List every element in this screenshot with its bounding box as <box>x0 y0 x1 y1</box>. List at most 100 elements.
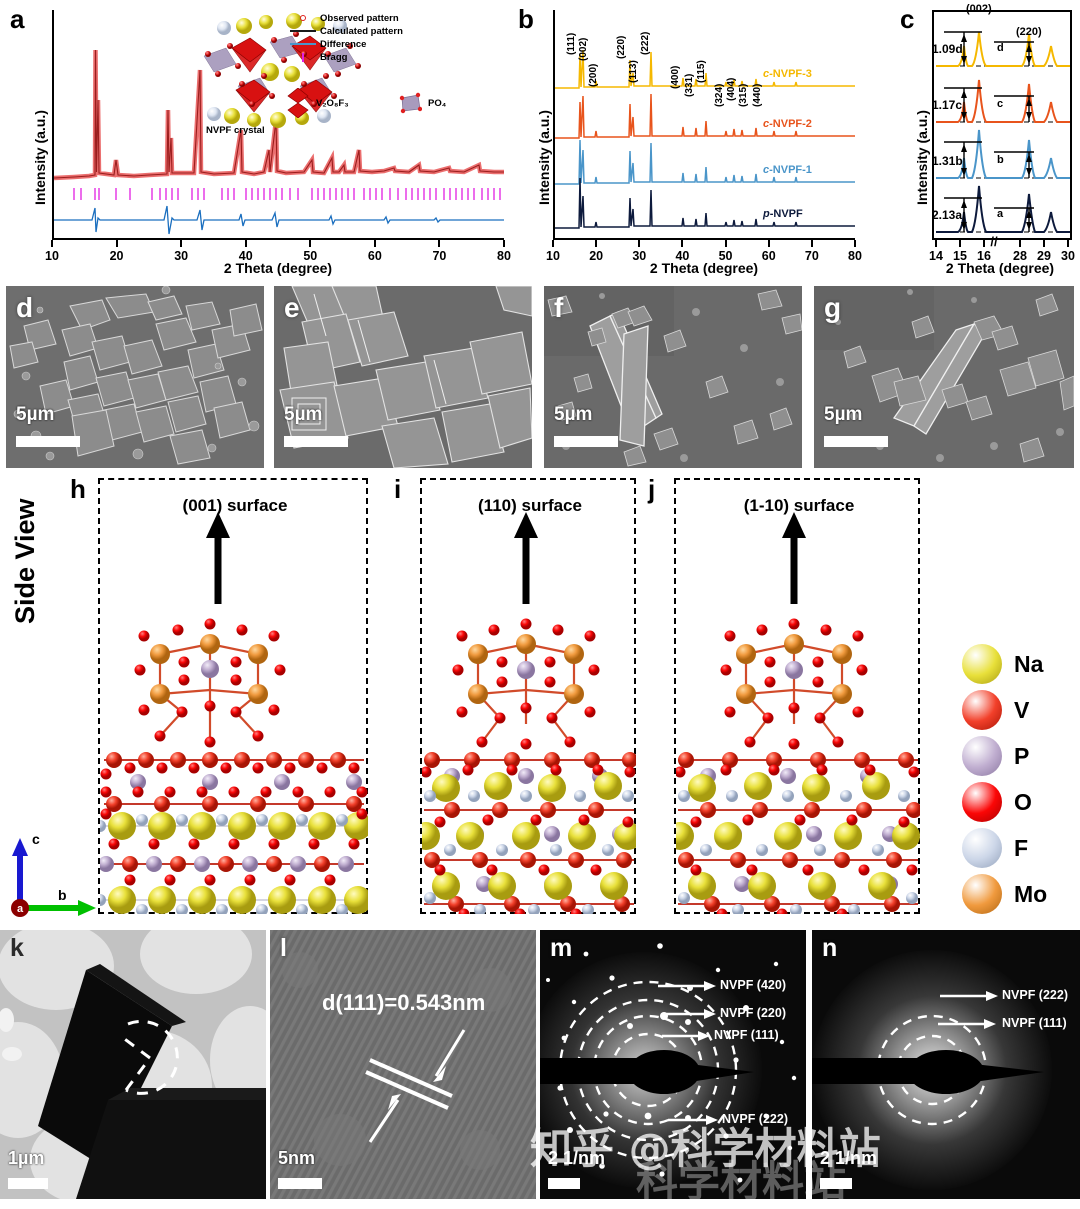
panel-c-x-ticklabel: 14 <box>929 249 943 263</box>
panel-a-x-ticklabel: 30 <box>174 249 189 263</box>
panel-a-x-tick <box>180 240 183 247</box>
hrtem-l-scale-bar <box>278 1178 322 1189</box>
structure-model-j <box>676 512 920 914</box>
miller-index-label: (324) <box>714 83 725 107</box>
panel-c-xlabel: 2 Theta (degree) <box>945 260 1055 276</box>
tem-k-content <box>0 930 266 1199</box>
panel-a-x-ticklabel: 70 <box>432 249 447 263</box>
panel-b-plot: (111) (002) (200) (220) (113) (222) (400) (331)… <box>553 10 855 240</box>
panel-c-curves <box>936 31 1070 233</box>
axis-triad: a c b <box>11 831 96 917</box>
line-icon-black <box>290 30 316 32</box>
panel-b-x-ticklabel: 70 <box>804 249 819 263</box>
v-atoms-j <box>678 752 920 912</box>
panel-label-l: l <box>280 934 287 962</box>
panel-label-m: m <box>550 934 573 962</box>
panel-b-x-tick <box>595 240 598 247</box>
hrtem-l-scale-text: 5nm <box>278 1148 316 1168</box>
saed-m-scale-text: 2 1/nm <box>548 1148 606 1168</box>
panel-a-x-ticklabel: 60 <box>367 249 382 263</box>
miller-index-label: (222) <box>640 31 651 55</box>
saed-arrows-n <box>938 994 992 1026</box>
panel-a-x-tick <box>438 240 441 247</box>
element-legend-label: O <box>1014 788 1032 815</box>
panel-b-x-ticklabel: 60 <box>761 249 776 263</box>
peak-label-002: (002) <box>966 3 992 15</box>
sphere-icon-O <box>962 782 1002 822</box>
miller-index-label: (315) <box>738 83 749 107</box>
svg-text:c: c <box>32 831 40 847</box>
panel-label-n: n <box>822 934 838 962</box>
fringe-arrows <box>368 1029 466 1143</box>
f-atoms-i <box>424 790 634 914</box>
ratio-b: 1.31b <box>932 154 963 168</box>
panel-c-x-ticklabel: 29 <box>1037 249 1051 263</box>
legend-observed: Observed pattern <box>290 12 403 24</box>
panel-c-x-ticklabel: 15 <box>953 249 967 263</box>
panel-label-a: a <box>10 4 25 34</box>
sem-g-scale-bar <box>824 436 888 447</box>
legend-calculated-label: Calculated pattern <box>320 25 403 37</box>
panel-c-x-ticklabel: 28 <box>1013 249 1027 263</box>
element-legend-Mo: Mo <box>962 874 1047 914</box>
panel-b-x-tick <box>552 240 554 247</box>
miller-index-label: (113) <box>628 60 639 83</box>
ring-label-n-1: NVPF (111) <box>1002 1016 1067 1030</box>
miller-index-label: (002) <box>578 37 589 61</box>
panel-c-x-tick <box>983 240 985 247</box>
miller-index-label: (400) <box>670 65 681 89</box>
v-atoms-h <box>106 752 362 872</box>
open-circle-icon <box>290 15 316 21</box>
panel-a-x-tick <box>503 240 505 247</box>
miller-index-label: (220) <box>616 35 627 59</box>
panel-b-ylabel: Intensity (a.u.) <box>536 110 552 205</box>
saed-image-n: NVPF (222) NVPF (111) 2 1/nm n <box>812 930 1080 1199</box>
miller-index-label: (111) <box>566 32 577 55</box>
panel-a-xlabel: 2 Theta (degree) <box>223 260 333 276</box>
panel-a-x-tick <box>244 240 247 247</box>
element-legend-label: Mo <box>1014 880 1048 907</box>
legend-calculated: Calculated pattern <box>290 25 403 37</box>
miller-index-label: (200) <box>588 63 599 87</box>
sem-f-scale-text: 5µm <box>554 404 593 425</box>
ratio-d: 1.09d <box>932 42 963 56</box>
hrtem-d-spacing-label: d(111)=0.543nm <box>322 990 486 1015</box>
element-legend-label: F <box>1014 834 1029 861</box>
element-legend-Na: Na <box>962 644 1043 684</box>
watermark-secondary: 科学材料站 <box>636 1157 847 1206</box>
panel-a-x-tick <box>309 240 312 247</box>
sphere-icon-Na <box>962 644 1002 684</box>
sphere-icon-V <box>962 690 1002 730</box>
panel-b-x-ticklabel: 80 <box>848 249 862 263</box>
sample-label-c-NVPF-2: c-NVPF-2 <box>763 118 812 130</box>
o-atoms-cluster-j <box>720 618 868 750</box>
axis-break-symbol: // <box>990 234 998 249</box>
sample-label-c-NVPF-3: c-NVPF-3 <box>763 68 812 80</box>
panel-a-x-tick <box>115 240 118 247</box>
panel-a-plot: Observed pattern Calculated pattern Diff… <box>52 10 504 240</box>
sem-image-g: 5µm g <box>814 286 1074 468</box>
saed-n-scale-text: 2 1/nm <box>820 1148 878 1168</box>
panel-b-x-ticklabel: 20 <box>589 249 604 263</box>
v2o8f3-bipyramid-icon <box>287 88 309 118</box>
panel-label-d: d <box>16 292 34 323</box>
saed-n-content <box>812 930 1080 1199</box>
element-legend-O: O <box>962 782 1032 822</box>
ring-label-m-3: NVPF (222) <box>722 1112 788 1126</box>
saed-m-content <box>540 930 806 1199</box>
panel-c-x-ticklabel: 16 <box>977 249 991 263</box>
na-atoms-h <box>108 812 368 914</box>
sphere-icon-Mo <box>962 874 1002 914</box>
saed-n-scale-bar <box>820 1178 852 1189</box>
ratio-a: 2.13a <box>932 208 963 222</box>
panel-a-curves <box>54 49 504 235</box>
o-atoms-cluster-i <box>452 618 600 750</box>
peak-label-220: (220) <box>1016 26 1042 38</box>
saed-arrows-m <box>658 984 712 1122</box>
bragg-tick-icon <box>290 52 316 62</box>
element-legend-label: P <box>1014 742 1030 769</box>
panel-b-x-ticklabel: 50 <box>718 249 733 263</box>
sem-row: 5µm d 5µm e <box>0 286 1080 468</box>
panel-b-x-tick <box>681 240 684 247</box>
sample-label-p-NVPF: p-NVPF <box>763 208 803 220</box>
